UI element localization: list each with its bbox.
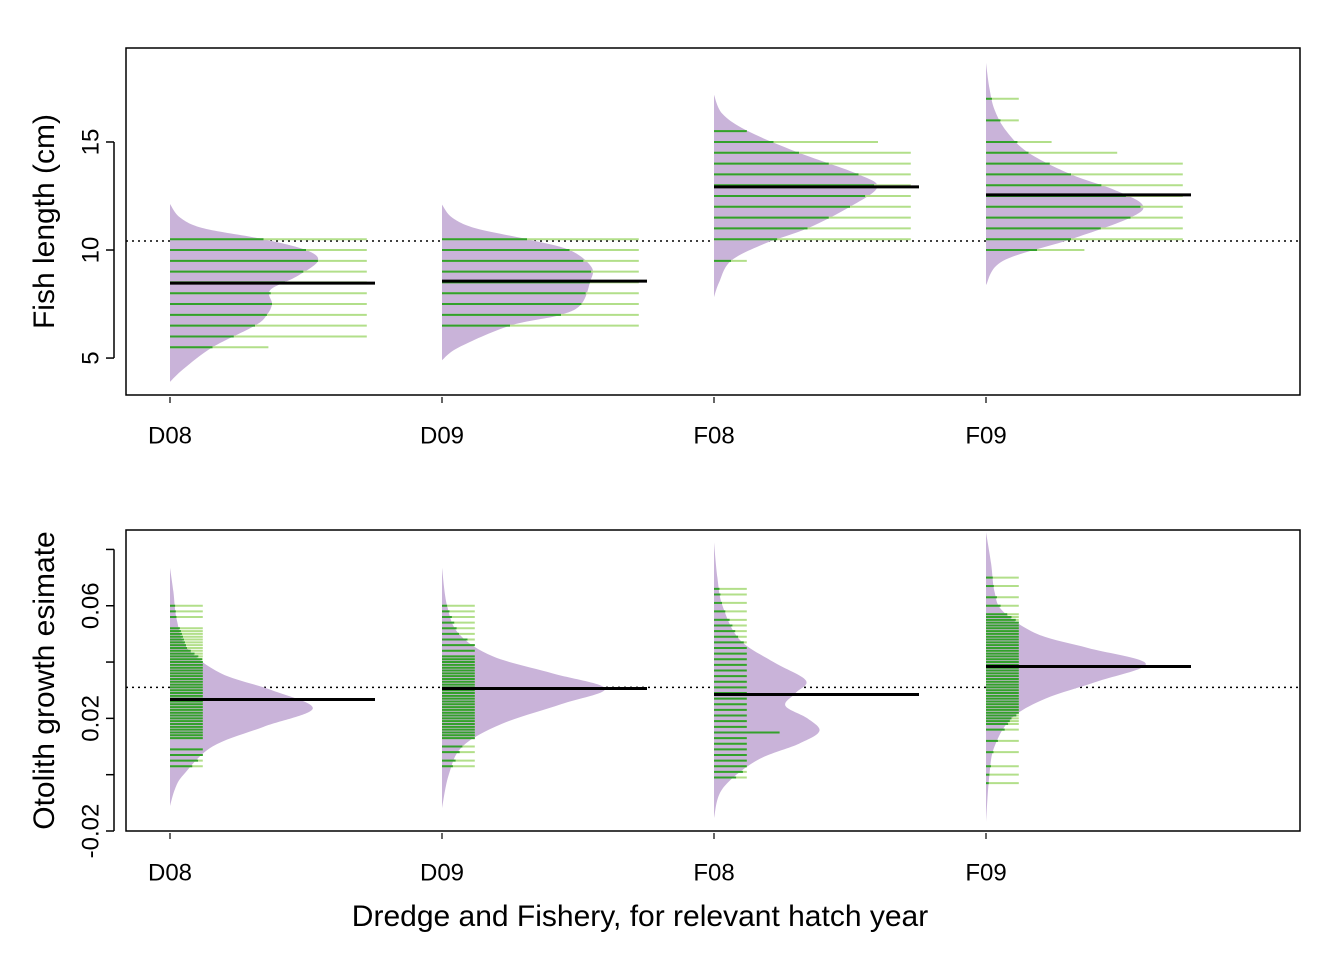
- bean: [986, 532, 1146, 823]
- x-tick-label: F09: [965, 859, 1006, 886]
- x-tick-label: D09: [420, 859, 464, 886]
- y-tick-label: 0.06: [77, 582, 104, 629]
- x-tick-label: F08: [693, 859, 734, 886]
- x-tick-label: D08: [148, 422, 192, 449]
- y-axis-title: Otolith growth esimate: [28, 531, 61, 829]
- x-tick-label: D09: [420, 422, 464, 449]
- y-tick-label: 10: [77, 237, 104, 264]
- y-tick-label: 15: [77, 129, 104, 156]
- y-tick-label: 5: [77, 351, 104, 364]
- plot-frame: [125, 529, 1301, 832]
- x-tick-label: F09: [965, 422, 1006, 449]
- bean: [170, 567, 313, 806]
- y-tick-label: 0.02: [77, 695, 104, 742]
- x-tick-label: F08: [693, 422, 734, 449]
- y-tick-label: -0.02: [77, 804, 104, 859]
- y-axis-title: Fish length (cm): [28, 114, 61, 329]
- x-tick-label: D08: [148, 859, 192, 886]
- x-axis-title: Dredge and Fishery, for relevant hatch y…: [352, 900, 928, 933]
- plot-frame: [125, 47, 1301, 396]
